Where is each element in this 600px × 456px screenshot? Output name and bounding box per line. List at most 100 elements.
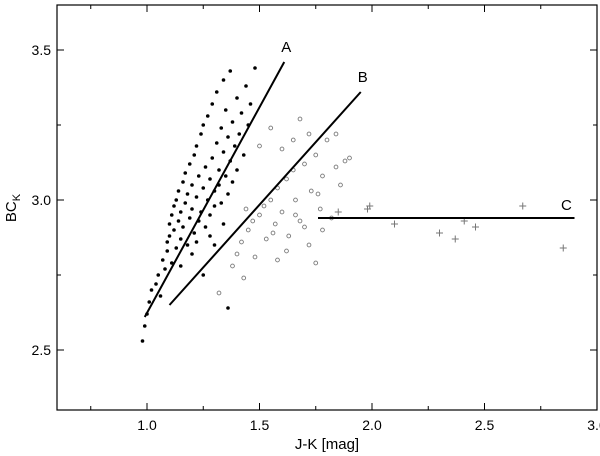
y-tick-label: 3.5	[32, 42, 52, 58]
filled-dot-point	[167, 222, 172, 226]
filled-dot-point	[165, 249, 170, 253]
filled-dot-point	[221, 150, 226, 154]
filled-dot-point	[156, 273, 161, 277]
plus-point	[334, 208, 342, 216]
filled-dot-point	[219, 201, 224, 205]
open-circle-point	[333, 131, 339, 137]
axis-tick-labels: 1.0 1.5 2.0 2.5 3.0 2.5 3.0 3.5	[32, 42, 600, 433]
filled-dot-point	[178, 237, 183, 241]
x-tick-label: 3.0	[587, 417, 600, 433]
filled-dot-point	[248, 102, 253, 106]
filled-dot-point	[183, 201, 188, 205]
open-circle-point	[275, 257, 280, 263]
filled-dot-point	[169, 261, 174, 265]
filled-dot-point	[172, 204, 176, 208]
filled-dot-point	[201, 186, 206, 190]
filled-dot-point	[221, 78, 226, 82]
open-circle-point	[263, 236, 269, 242]
filled-dot-point	[226, 135, 230, 139]
plus-point	[559, 244, 567, 252]
filled-dot-point	[181, 225, 185, 229]
filled-dot-point	[230, 120, 235, 124]
fit-line-label-c: C	[561, 197, 572, 214]
filled-dot-point	[244, 84, 248, 88]
open-circle-point	[268, 197, 274, 203]
filled-dot-point	[181, 180, 185, 184]
filled-dot-point	[253, 66, 257, 70]
filled-dot-point	[149, 288, 154, 292]
filled-dot-point	[158, 294, 163, 298]
filled-dot-point	[178, 210, 183, 214]
open-circle-point	[257, 212, 262, 218]
data-markers	[140, 66, 567, 343]
filled-dot-point	[196, 174, 201, 178]
open-circle-point	[333, 164, 339, 170]
filled-dot-point	[176, 189, 181, 193]
filled-dot-point	[237, 132, 242, 136]
y-axis-title-main: BC	[3, 201, 20, 222]
open-circle-point	[297, 218, 303, 224]
open-circle-point	[338, 182, 343, 188]
filled-dot-point	[174, 198, 179, 202]
filled-dot-point	[194, 195, 199, 199]
filled-dot-point	[214, 141, 219, 145]
filled-dot-point	[192, 153, 197, 157]
filled-dot-point	[223, 174, 228, 178]
filled-dot-point	[163, 267, 167, 271]
open-circle-point	[302, 161, 307, 167]
filled-dot-point	[214, 90, 219, 94]
filled-dot-point	[208, 177, 212, 181]
filled-dot-point	[232, 144, 237, 148]
filled-dot-point	[239, 111, 244, 115]
fit-lines: A B C	[143, 39, 575, 318]
filled-dot-point	[235, 96, 239, 100]
x-axis-title: J-K [mag]	[295, 436, 359, 453]
open-circle-point	[272, 221, 278, 227]
filled-dot-point	[183, 171, 188, 175]
open-circle-point	[306, 131, 312, 137]
open-circle-point	[234, 251, 240, 257]
filled-dot-point	[174, 246, 179, 250]
filled-dot-point	[187, 162, 192, 166]
y-axis-title-subscript: K	[11, 193, 23, 201]
open-circle-point	[261, 203, 267, 209]
filled-dot-point	[219, 126, 224, 130]
plus-point	[519, 202, 527, 210]
filled-dot-point	[201, 123, 206, 127]
open-circle-point	[306, 242, 312, 248]
open-circle-point	[230, 263, 235, 269]
open-circle-point	[245, 227, 251, 233]
open-circle-point	[284, 248, 289, 254]
filled-dot-point	[154, 282, 158, 286]
open-circle-point	[317, 206, 323, 212]
open-circle-point	[257, 143, 262, 149]
open-circle-point	[241, 275, 247, 281]
open-circle-point	[313, 260, 319, 266]
open-circle-point	[268, 125, 274, 131]
filled-dot-point	[187, 216, 192, 220]
filled-dot-point	[167, 234, 172, 238]
x-tick-label: 1.0	[137, 417, 157, 433]
filled-dot-point	[203, 165, 208, 169]
filled-dot-point	[226, 192, 230, 196]
open-circle-point	[302, 224, 307, 230]
filled-dot-point	[226, 306, 230, 310]
open-circle-point	[342, 158, 348, 164]
y-tick-label: 2.5	[32, 342, 52, 358]
filled-dot-point	[223, 108, 228, 112]
plus-point	[451, 235, 459, 243]
x-tick-label: 1.5	[250, 417, 270, 433]
filled-dot-point	[190, 183, 194, 187]
plus-point	[391, 220, 398, 228]
filled-dot-point	[212, 243, 217, 247]
filled-dot-point	[208, 234, 212, 238]
filled-dot-point	[203, 225, 208, 229]
open-circle-point	[250, 218, 256, 224]
filled-dot-point	[241, 153, 246, 157]
open-circle-point	[286, 233, 292, 239]
open-circle-point	[293, 197, 298, 203]
filled-dot-point	[185, 192, 190, 196]
filled-dot-point	[230, 180, 235, 184]
open-circle-point	[279, 146, 285, 152]
